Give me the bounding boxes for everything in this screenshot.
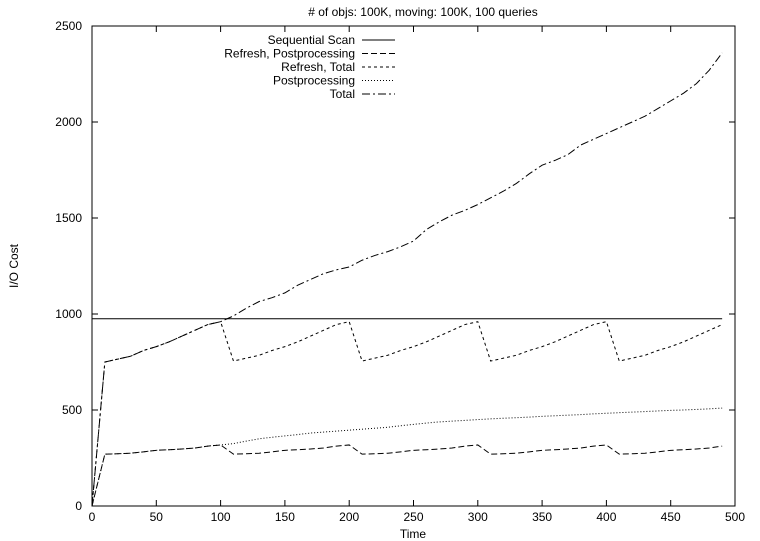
x-tick-label: 350 bbox=[532, 510, 552, 524]
y-tick-label: 500 bbox=[62, 403, 82, 417]
x-tick-label: 150 bbox=[275, 510, 295, 524]
y-tick-label: 2000 bbox=[55, 115, 82, 129]
series-line-2 bbox=[91, 321, 723, 507]
legend-label: Sequential Scan bbox=[268, 33, 355, 47]
series-line-3 bbox=[91, 407, 723, 507]
x-tick-label: 300 bbox=[468, 510, 488, 524]
x-axis-label: Time bbox=[400, 527, 427, 541]
y-tick-label: 1500 bbox=[55, 211, 82, 225]
legend-label: Postprocessing bbox=[273, 74, 355, 88]
series-line-1 bbox=[91, 444, 723, 507]
x-tick-label: 200 bbox=[339, 510, 359, 524]
x-tick-label: 500 bbox=[725, 510, 745, 524]
chart-title: # of objs: 100K, moving: 100K, 100 queri… bbox=[308, 5, 537, 19]
legend-label: Refresh, Postprocessing bbox=[224, 47, 355, 61]
y-tick-label: 1000 bbox=[55, 307, 82, 321]
series-line-4 bbox=[91, 52, 723, 507]
x-axis: 0 50 100 150 200 250 300 350 400 450 500 bbox=[89, 26, 745, 524]
y-axis-label: I/O Cost bbox=[7, 243, 21, 288]
x-tick-label: 250 bbox=[403, 510, 423, 524]
plot-frame bbox=[91, 25, 736, 507]
y-tick-label: 0 bbox=[75, 499, 82, 513]
x-tick-label: 400 bbox=[596, 510, 616, 524]
x-tick-label: 100 bbox=[211, 510, 231, 524]
y-axis: 0 500 1000 1500 2000 2500 bbox=[55, 19, 735, 513]
x-tick-label: 0 bbox=[89, 510, 96, 524]
x-tick-label: 50 bbox=[150, 510, 164, 524]
legend-label: Total bbox=[330, 87, 355, 101]
y-tick-label: 2500 bbox=[55, 19, 82, 33]
legend-label: Refresh, Total bbox=[281, 60, 355, 74]
x-tick-label: 450 bbox=[661, 510, 681, 524]
series-layer bbox=[91, 52, 723, 507]
